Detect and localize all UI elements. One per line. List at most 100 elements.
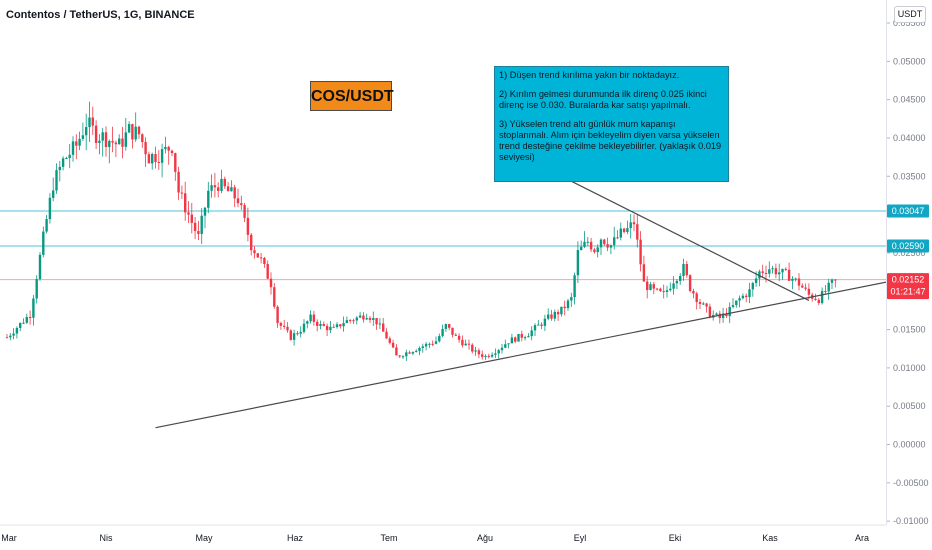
candle-body bbox=[355, 317, 358, 321]
candle-body bbox=[550, 314, 553, 319]
candle-body bbox=[55, 170, 58, 191]
candle-body bbox=[269, 278, 273, 288]
candle-body bbox=[25, 317, 28, 323]
candle-body bbox=[210, 185, 213, 191]
candle-body bbox=[438, 335, 441, 342]
note-line-3: 3) Yükselen trend altı günlük mum kapanı… bbox=[499, 119, 722, 162]
candle-body bbox=[345, 320, 349, 324]
note-line-1: 1) Düşen trend kırılıma yakın bir noktad… bbox=[499, 70, 680, 80]
candle-body bbox=[85, 127, 88, 136]
candle-body bbox=[335, 324, 339, 328]
x-tick-label: Eki bbox=[669, 533, 682, 543]
candle-body bbox=[230, 187, 233, 192]
candle-body bbox=[586, 241, 589, 243]
candle-body bbox=[421, 346, 424, 348]
candle-body bbox=[190, 214, 193, 223]
candle-body bbox=[108, 140, 111, 148]
candle-body bbox=[659, 288, 662, 292]
candle-body bbox=[5, 337, 9, 339]
candle-body bbox=[781, 268, 784, 273]
candle-body bbox=[411, 352, 415, 354]
candle-body bbox=[243, 205, 246, 218]
candle-body bbox=[481, 354, 484, 357]
candle-body bbox=[98, 140, 101, 143]
candle-body bbox=[626, 228, 629, 233]
candle-body bbox=[467, 343, 471, 345]
ascending-trendline bbox=[155, 279, 899, 429]
candle-body bbox=[523, 337, 527, 339]
candle-body bbox=[563, 306, 566, 309]
price-axis: -0.01000 -0.00500 0.00000 0.00500 0.01000 0.0… bbox=[886, 18, 929, 526]
analysis-note[interactable]: 1) Düşen trend kırılıma yakın bir noktad… bbox=[494, 66, 729, 182]
candle-body bbox=[540, 324, 543, 326]
price-axis-labels: 0.03047 0.02590 0.02152 01:21:47 bbox=[887, 204, 929, 300]
candle-body bbox=[101, 132, 104, 141]
candle-body bbox=[273, 287, 276, 307]
price-badge-label: 0.03047 bbox=[892, 206, 925, 216]
candle-body bbox=[382, 323, 385, 332]
time-axis: Mar Nis May Haz Tem Ağu Eyl Eki Kas Ara bbox=[0, 524, 886, 543]
candle-body bbox=[708, 306, 712, 318]
candle-body bbox=[94, 125, 98, 143]
candle-body bbox=[517, 334, 520, 342]
candle-body bbox=[672, 283, 675, 289]
candle-body bbox=[774, 268, 778, 275]
candle-countdown-label: 01:21:47 bbox=[890, 287, 925, 297]
candle-body bbox=[398, 355, 401, 357]
candle-body bbox=[131, 124, 134, 140]
y-tick-label: 0.05000 bbox=[893, 56, 926, 66]
candle-body bbox=[735, 300, 738, 306]
candle-body bbox=[731, 305, 735, 307]
price-axis-divider bbox=[886, 0, 887, 525]
candle-body bbox=[236, 198, 240, 204]
candle-body bbox=[309, 314, 312, 322]
candle-body bbox=[639, 239, 642, 265]
candle-body bbox=[378, 323, 382, 325]
candle-body bbox=[177, 171, 180, 193]
candle-body bbox=[715, 313, 718, 315]
candle-body bbox=[665, 290, 669, 292]
candle-body bbox=[655, 288, 659, 290]
current-price-badge bbox=[887, 273, 929, 300]
candle-body bbox=[728, 306, 731, 317]
candle-body bbox=[434, 341, 438, 344]
candle-body bbox=[603, 239, 606, 245]
x-tick-label: Mar bbox=[1, 533, 17, 543]
candle-body bbox=[738, 298, 741, 301]
x-tick-label: Eyl bbox=[574, 533, 587, 543]
candle-body bbox=[395, 347, 398, 356]
candle-body bbox=[500, 347, 504, 351]
candle-body bbox=[642, 264, 646, 282]
pair-label-annotation[interactable]: COS/USDT bbox=[310, 81, 394, 111]
candle-body bbox=[38, 254, 42, 280]
candle-body bbox=[220, 178, 223, 191]
level-price-badge bbox=[887, 239, 929, 253]
currency-button[interactable]: USDT bbox=[894, 6, 926, 23]
candle-body bbox=[596, 247, 599, 253]
candle-body bbox=[246, 217, 250, 235]
candle-body bbox=[514, 337, 517, 342]
candle-body bbox=[675, 280, 679, 284]
candle-body bbox=[619, 228, 622, 238]
candle-body bbox=[652, 284, 655, 289]
candle-body bbox=[768, 269, 771, 274]
candle-body bbox=[263, 257, 266, 265]
candle-body bbox=[71, 141, 75, 155]
candle-body bbox=[566, 300, 570, 309]
candle-body bbox=[721, 313, 725, 318]
candle-body bbox=[682, 264, 685, 277]
candle-body bbox=[461, 339, 464, 346]
candle-body bbox=[160, 149, 164, 163]
candle-body bbox=[259, 257, 263, 259]
candle-body bbox=[804, 287, 807, 289]
candle-body bbox=[553, 311, 556, 319]
candle-body bbox=[547, 314, 550, 319]
candle-body bbox=[372, 318, 375, 320]
candle-body bbox=[193, 222, 197, 232]
candle-body bbox=[784, 268, 787, 270]
candle-body bbox=[28, 317, 32, 319]
level-price-badge bbox=[887, 204, 929, 218]
candle-body bbox=[81, 135, 85, 139]
candle-body bbox=[217, 187, 220, 191]
